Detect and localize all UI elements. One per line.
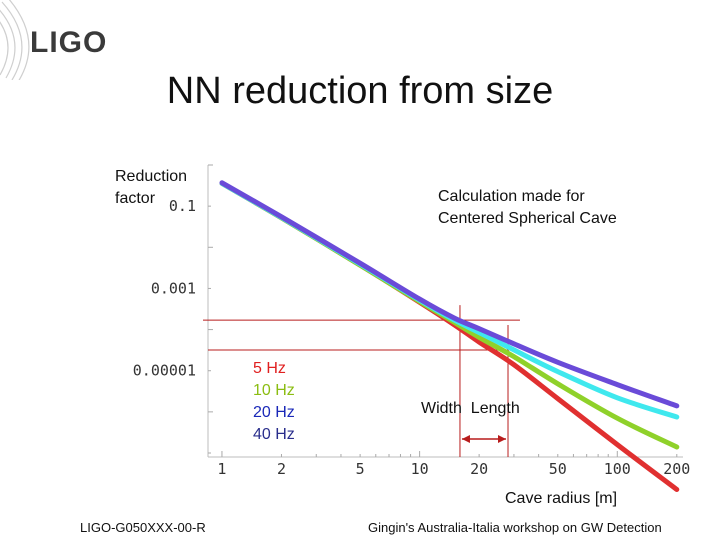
curve-40hz (219, 180, 680, 409)
logo-text: LIGO (30, 26, 108, 59)
legend-20hz: 20 Hz (253, 404, 295, 421)
slide-title: NN reduction from size (166, 70, 554, 112)
width-arrowhead (461, 435, 470, 443)
x-tick-label: 50 (549, 460, 567, 478)
legend-5hz: 5 Hz (253, 360, 286, 377)
note-line1: Calculation made for (438, 188, 585, 205)
calculation-note: Calculation made for Centered Spherical … (438, 186, 617, 230)
y-tick-label: 0.00001 (133, 362, 196, 380)
legend-40hz: 40 Hz (253, 426, 295, 443)
footer-workshop: Gingin's Australia-Italia workshop on GW… (368, 520, 662, 535)
x-tick-label: 1 (217, 460, 226, 478)
x-tick-label: 20 (470, 460, 488, 478)
x-tick-label: 10 (411, 460, 429, 478)
x-tick-label: 2 (277, 460, 286, 478)
length-arrowhead (498, 435, 507, 443)
x-tick-label: 100 (604, 460, 631, 478)
note-line2: Centered Spherical Cave (438, 210, 617, 227)
x-tick-label: 200 (663, 460, 690, 478)
legend: 5 Hz 10 Hz 20 Hz 40 Hz (253, 358, 295, 446)
x-tick-label: 5 (356, 460, 365, 478)
y-tick-label: 0.001 (151, 279, 196, 297)
y-axis-label: Reduction factor (115, 166, 187, 210)
ligo-logo (0, 0, 30, 80)
legend-10hz: 10 Hz (253, 382, 295, 399)
y-axis-label-line2: factor (115, 190, 156, 207)
footer-document-id: LIGO-G050XXX-00-R (80, 520, 206, 535)
y-axis-label-line1: Reduction (115, 168, 188, 185)
width-length-label: Width Length (421, 400, 520, 417)
y-tick-label: 0.1 (169, 197, 196, 215)
x-axis-label: Cave radius [m] (505, 490, 618, 507)
